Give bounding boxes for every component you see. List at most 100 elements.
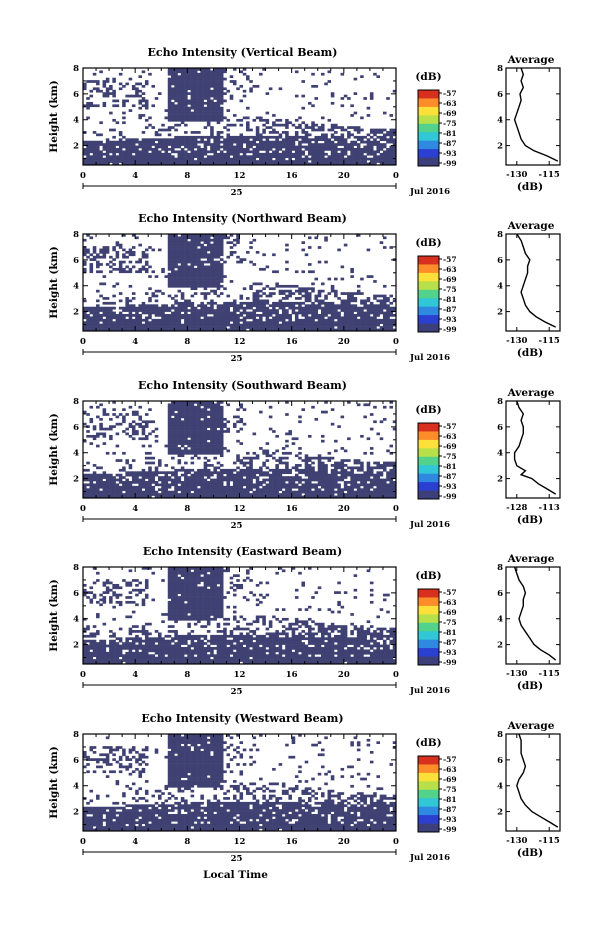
heatmap-cell xyxy=(353,309,358,312)
heatmap-cell xyxy=(347,135,351,139)
heatmap-cell xyxy=(180,234,185,237)
heatmap-cell xyxy=(187,135,191,139)
heatmap-cell xyxy=(102,326,107,329)
heatmap-cell xyxy=(109,145,113,149)
heatmap-cell xyxy=(246,314,250,317)
heatmap-cell xyxy=(255,131,260,134)
heatmap-cell xyxy=(350,126,354,129)
heatmap-cell xyxy=(304,304,309,308)
heatmap-cell xyxy=(171,306,175,310)
heatmap-cell xyxy=(226,294,231,298)
heatmap-cell xyxy=(272,160,276,163)
x-tick-label: 12 xyxy=(234,171,246,181)
heatmap-cell xyxy=(246,466,250,470)
heatmap-cell xyxy=(389,150,394,154)
heatmap-cell xyxy=(187,162,191,166)
heatmap-cell xyxy=(141,483,146,487)
heatmap-cell xyxy=(187,422,191,426)
heatmap-cell xyxy=(216,451,221,455)
heatmap-cell xyxy=(219,422,224,426)
heatmap-cell xyxy=(392,162,397,166)
heatmap-cell xyxy=(216,328,221,332)
heatmap-cell xyxy=(128,483,133,487)
heatmap-cell xyxy=(337,316,341,320)
heatmap-cell xyxy=(92,255,97,259)
heatmap-cell xyxy=(187,432,191,436)
heatmap-cell xyxy=(337,306,341,310)
heatmap-cell xyxy=(298,420,302,424)
heatmap-cell xyxy=(219,454,224,458)
heatmap-cell xyxy=(213,432,217,436)
heatmap-cell xyxy=(167,238,172,242)
heatmap-cell xyxy=(200,451,204,455)
heatmap-cell xyxy=(373,311,377,315)
heatmap-cell xyxy=(157,476,162,479)
heatmap-cell xyxy=(197,77,201,81)
heatmap-cell xyxy=(177,403,182,407)
heatmap-cell xyxy=(213,430,217,433)
heatmap-cell xyxy=(164,318,169,322)
heatmap-cell xyxy=(177,321,182,325)
heatmap-cell xyxy=(223,260,227,264)
heatmap-cell xyxy=(154,328,159,332)
heatmap-cell xyxy=(177,326,182,329)
heatmap-cell xyxy=(281,468,286,472)
heatmap-cell xyxy=(177,140,182,144)
heatmap-cell xyxy=(314,128,319,132)
heatmap-cell xyxy=(324,311,328,315)
heatmap-cell xyxy=(197,238,201,242)
heatmap-cell xyxy=(219,471,224,475)
heatmap-cell xyxy=(206,405,211,409)
heatmap-cell xyxy=(148,160,152,163)
heatmap-cell xyxy=(232,301,237,305)
heatmap-cell xyxy=(327,311,332,315)
heatmap-cell xyxy=(86,316,90,320)
heatmap-cell xyxy=(112,248,116,252)
heatmap-cell xyxy=(190,97,195,100)
heatmap-cell xyxy=(311,287,315,291)
heatmap-cell xyxy=(213,236,217,240)
heatmap-cell xyxy=(259,148,263,151)
heatmap-cell xyxy=(213,309,217,312)
heatmap-cell xyxy=(177,289,182,293)
heatmap-cell xyxy=(307,297,312,300)
heatmap-cell xyxy=(138,157,142,161)
heatmap-cell xyxy=(86,309,90,312)
heatmap-cell xyxy=(128,145,133,149)
heatmap-cell xyxy=(187,243,191,247)
heatmap-cell xyxy=(144,155,149,159)
heatmap-cell xyxy=(216,260,221,264)
heatmap-cell xyxy=(291,323,296,327)
heatmap-cell xyxy=(83,488,87,492)
heatmap-cell xyxy=(272,131,276,134)
heatmap-cell xyxy=(285,148,289,151)
heatmap-cell xyxy=(242,306,247,310)
heatmap-cell xyxy=(278,292,283,295)
heatmap-cell xyxy=(288,430,292,433)
heatmap-cell xyxy=(389,323,394,327)
heatmap-cell xyxy=(229,152,234,156)
heatmap-cell xyxy=(83,253,87,257)
heatmap-cell xyxy=(219,68,224,71)
heatmap-cell xyxy=(291,321,296,325)
heatmap-cell xyxy=(219,473,224,477)
heatmap-cell xyxy=(249,162,253,166)
heatmap-cell xyxy=(89,143,94,146)
heatmap-cell xyxy=(190,145,195,149)
heatmap-cell xyxy=(164,488,169,492)
heatmap-cell xyxy=(193,260,198,264)
heatmap-cell xyxy=(148,408,152,411)
heatmap-cell xyxy=(164,150,169,154)
heatmap-cell xyxy=(125,471,129,475)
heatmap-cell xyxy=(141,476,146,479)
heatmap-cell xyxy=(210,405,214,409)
heatmap-cell xyxy=(154,434,159,438)
heatmap-cell xyxy=(219,280,224,283)
heatmap-cell xyxy=(86,150,90,154)
heatmap-cell xyxy=(265,155,270,159)
heatmap-cell xyxy=(122,309,126,312)
heatmap-cell xyxy=(122,408,126,411)
heatmap-cell xyxy=(210,304,214,308)
heatmap-cell xyxy=(281,297,286,300)
heatmap-cell xyxy=(171,442,175,445)
